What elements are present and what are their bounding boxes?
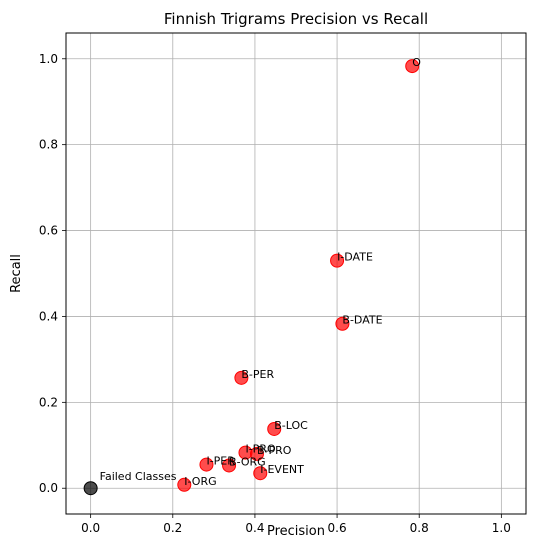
data-points: [83, 59, 420, 496]
plot-frame: [65, 32, 527, 515]
y-axis-title: Recall: [9, 254, 24, 293]
point-label: B-DATE: [342, 314, 382, 327]
point-label: B-ORG: [229, 455, 266, 468]
point-label: I-DATE: [337, 251, 373, 264]
x-tick-label: 1.0: [492, 521, 511, 535]
y-tick-label: 0.8: [39, 138, 58, 152]
point-label: B-PER: [241, 368, 274, 381]
data-point: [267, 421, 282, 436]
point-label: Failed Classes: [100, 470, 177, 483]
y-tick-label: 1.0: [39, 52, 58, 66]
chart-title: Finnish Trigrams Precision vs Recall: [164, 10, 428, 28]
point-label: I-EVENT: [260, 463, 304, 476]
y-tick-label: 0.6: [39, 224, 58, 238]
data-point: [234, 370, 249, 385]
data-point: [249, 446, 264, 461]
point-label: B-PRO: [257, 444, 292, 457]
data-point: [330, 253, 345, 268]
x-tick-label: 0.8: [410, 521, 429, 535]
x-tick-label: 0.2: [163, 521, 182, 535]
axis-ticks: 0.0 0.2 0.4 0.6 0.8 1.0 0.0 0.2 0.4 0.6 0.8 1.0: [39, 52, 511, 535]
data-point: [222, 458, 237, 473]
failed-classes-point: [83, 481, 98, 496]
x-tick-label: 0.6: [328, 521, 347, 535]
x-axis-title: Precision: [267, 524, 325, 539]
data-point: [253, 466, 268, 481]
data-point: [405, 59, 420, 74]
point-label: I-PER: [206, 455, 235, 468]
point-label: I-PRO: [245, 443, 275, 456]
point-label: I-ORG: [184, 475, 216, 488]
data-point: [335, 316, 350, 331]
point-label: O: [412, 56, 421, 69]
y-tick-label: 0.0: [39, 481, 58, 495]
x-tick-label: 0.0: [81, 521, 100, 535]
point-label: B-LOC: [274, 419, 308, 432]
y-tick-label: 0.4: [39, 309, 58, 323]
data-point: [177, 477, 192, 492]
grid-lines: [66, 33, 526, 514]
y-tick-label: 0.2: [39, 395, 58, 409]
x-tick-label: 0.4: [245, 521, 264, 535]
data-point: [199, 457, 214, 472]
